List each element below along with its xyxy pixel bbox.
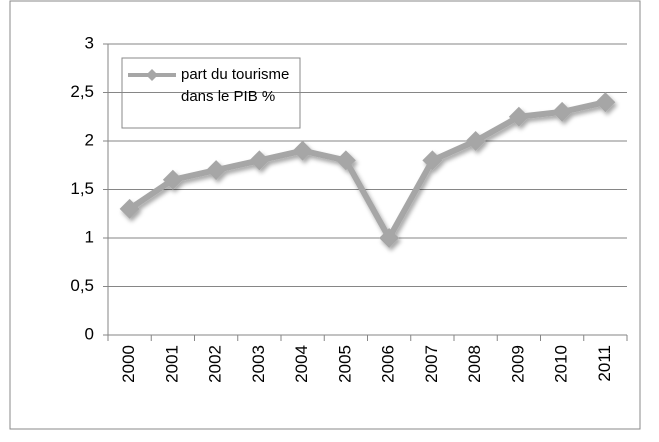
series [119, 92, 616, 248]
x-tick-label: 2011 [595, 345, 614, 382]
x-tick-label: 2002 [206, 345, 225, 383]
x-tick-label: 2006 [379, 345, 398, 383]
point-marker [379, 228, 400, 248]
y-tick-label: 0 [85, 324, 94, 343]
x-tick-label: 2004 [292, 345, 311, 383]
y-tick-label: 1 [85, 227, 94, 246]
x-tick-label: 2001 [162, 345, 181, 383]
x-tick-label: 2000 [119, 345, 138, 383]
point-marker [552, 101, 573, 122]
y-tick-label: 2 [85, 130, 94, 149]
x-tick-label: 2009 [508, 345, 527, 383]
point-marker [249, 150, 270, 171]
point-marker [595, 92, 616, 113]
point-marker [508, 106, 529, 127]
point-marker [422, 150, 443, 171]
legend-label: part du tourisme dans le PIB % [181, 66, 290, 105]
x-tick-label: 2007 [422, 345, 441, 383]
y-tick-label: 1,5 [70, 179, 94, 198]
point-marker [206, 160, 227, 181]
point-marker [119, 198, 140, 219]
point-marker [292, 140, 313, 161]
x-tick-label: 2008 [465, 345, 484, 383]
point-marker [162, 169, 183, 190]
x-tick-label: 2003 [249, 345, 268, 383]
point-marker [465, 131, 486, 151]
x-tick-label: 2010 [552, 345, 571, 383]
x-tick-label: 2005 [335, 345, 354, 383]
point-marker [335, 150, 356, 171]
legend-marker [146, 69, 158, 81]
chart-frame [9, 0, 641, 430]
y-tick-label: 2,5 [70, 82, 94, 101]
y-tick-label: 0,5 [70, 276, 94, 295]
y-tick-label: 3 [85, 33, 94, 52]
